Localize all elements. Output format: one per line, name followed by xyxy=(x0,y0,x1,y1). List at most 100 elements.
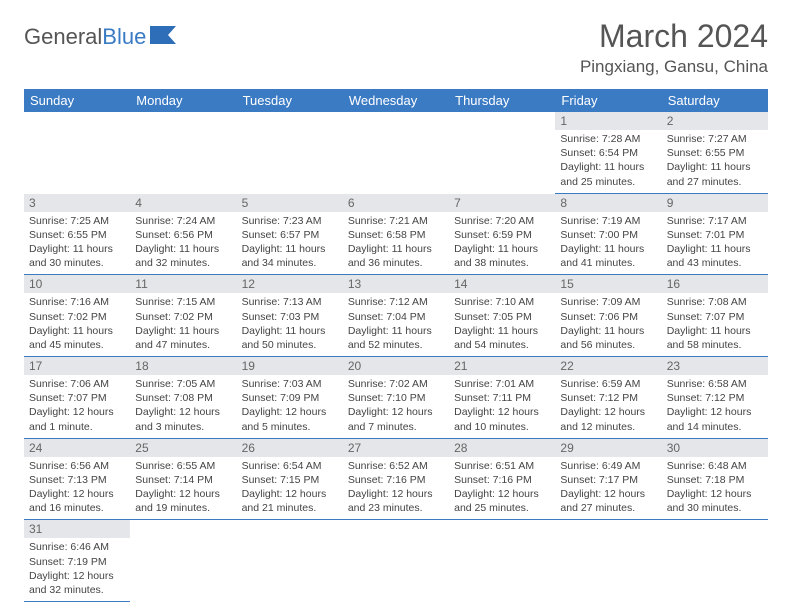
calendar-cell: 22Sunrise: 6:59 AMSunset: 7:12 PMDayligh… xyxy=(555,357,661,439)
calendar-cell xyxy=(449,520,555,602)
day-details: Sunrise: 6:52 AMSunset: 7:16 PMDaylight:… xyxy=(343,457,449,520)
calendar-cell: 4Sunrise: 7:24 AMSunset: 6:56 PMDaylight… xyxy=(130,194,236,276)
day-details: Sunrise: 7:28 AMSunset: 6:54 PMDaylight:… xyxy=(555,130,661,193)
calendar-row: 10Sunrise: 7:16 AMSunset: 7:02 PMDayligh… xyxy=(24,275,768,357)
daylight-text: Daylight: 12 hours and 23 minutes. xyxy=(348,487,444,515)
day-number: 9 xyxy=(662,194,768,212)
daylight-text: Daylight: 12 hours and 10 minutes. xyxy=(454,405,550,433)
sunset-text: Sunset: 7:01 PM xyxy=(667,228,763,242)
daylight-text: Daylight: 11 hours and 45 minutes. xyxy=(29,324,125,352)
calendar-row: 31Sunrise: 6:46 AMSunset: 7:19 PMDayligh… xyxy=(24,520,768,602)
calendar-cell: 3Sunrise: 7:25 AMSunset: 6:55 PMDaylight… xyxy=(24,194,130,276)
sunrise-text: Sunrise: 7:20 AM xyxy=(454,214,550,228)
calendar-cell: 20Sunrise: 7:02 AMSunset: 7:10 PMDayligh… xyxy=(343,357,449,439)
sunrise-text: Sunrise: 7:25 AM xyxy=(29,214,125,228)
day-details: Sunrise: 7:01 AMSunset: 7:11 PMDaylight:… xyxy=(449,375,555,438)
sunset-text: Sunset: 7:16 PM xyxy=(348,473,444,487)
daylight-text: Daylight: 11 hours and 36 minutes. xyxy=(348,242,444,270)
daylight-text: Daylight: 12 hours and 7 minutes. xyxy=(348,405,444,433)
calendar-cell xyxy=(130,112,236,194)
day-number: 3 xyxy=(24,194,130,212)
sunset-text: Sunset: 7:05 PM xyxy=(454,310,550,324)
sunrise-text: Sunrise: 7:28 AM xyxy=(560,132,656,146)
calendar-cell: 11Sunrise: 7:15 AMSunset: 7:02 PMDayligh… xyxy=(130,275,236,357)
day-details: Sunrise: 7:10 AMSunset: 7:05 PMDaylight:… xyxy=(449,293,555,356)
sunrise-text: Sunrise: 7:16 AM xyxy=(29,295,125,309)
day-details: Sunrise: 7:03 AMSunset: 7:09 PMDaylight:… xyxy=(237,375,343,438)
sunrise-text: Sunrise: 6:54 AM xyxy=(242,459,338,473)
calendar-cell: 1Sunrise: 7:28 AMSunset: 6:54 PMDaylight… xyxy=(555,112,661,194)
daylight-text: Daylight: 12 hours and 3 minutes. xyxy=(135,405,231,433)
day-details: Sunrise: 7:23 AMSunset: 6:57 PMDaylight:… xyxy=(237,212,343,275)
month-title: March 2024 xyxy=(580,18,768,55)
calendar-cell: 17Sunrise: 7:06 AMSunset: 7:07 PMDayligh… xyxy=(24,357,130,439)
sunrise-text: Sunrise: 7:23 AM xyxy=(242,214,338,228)
calendar-cell: 28Sunrise: 6:51 AMSunset: 7:16 PMDayligh… xyxy=(449,439,555,521)
day-number: 26 xyxy=(237,439,343,457)
calendar-cell xyxy=(555,520,661,602)
sunset-text: Sunset: 7:13 PM xyxy=(29,473,125,487)
day-details: Sunrise: 6:59 AMSunset: 7:12 PMDaylight:… xyxy=(555,375,661,438)
sunset-text: Sunset: 7:19 PM xyxy=(29,555,125,569)
day-number: 4 xyxy=(130,194,236,212)
day-details: Sunrise: 6:58 AMSunset: 7:12 PMDaylight:… xyxy=(662,375,768,438)
daylight-text: Daylight: 12 hours and 19 minutes. xyxy=(135,487,231,515)
day-cell: 10Sunrise: 7:16 AMSunset: 7:02 PMDayligh… xyxy=(24,275,130,357)
day-cell: 20Sunrise: 7:02 AMSunset: 7:10 PMDayligh… xyxy=(343,357,449,439)
day-number: 23 xyxy=(662,357,768,375)
daylight-text: Daylight: 12 hours and 27 minutes. xyxy=(560,487,656,515)
sunset-text: Sunset: 7:16 PM xyxy=(454,473,550,487)
day-cell: 16Sunrise: 7:08 AMSunset: 7:07 PMDayligh… xyxy=(662,275,768,357)
calendar-cell: 31Sunrise: 6:46 AMSunset: 7:19 PMDayligh… xyxy=(24,520,130,602)
sunrise-text: Sunrise: 7:21 AM xyxy=(348,214,444,228)
sunset-text: Sunset: 7:17 PM xyxy=(560,473,656,487)
day-details: Sunrise: 7:27 AMSunset: 6:55 PMDaylight:… xyxy=(662,130,768,193)
sunrise-text: Sunrise: 7:12 AM xyxy=(348,295,444,309)
daylight-text: Daylight: 11 hours and 43 minutes. xyxy=(667,242,763,270)
sunset-text: Sunset: 7:14 PM xyxy=(135,473,231,487)
day-details: Sunrise: 7:12 AMSunset: 7:04 PMDaylight:… xyxy=(343,293,449,356)
flag-icon xyxy=(150,24,176,50)
sunrise-text: Sunrise: 6:49 AM xyxy=(560,459,656,473)
sunset-text: Sunset: 7:07 PM xyxy=(29,391,125,405)
calendar-body: 1Sunrise: 7:28 AMSunset: 6:54 PMDaylight… xyxy=(24,112,768,602)
day-cell: 23Sunrise: 6:58 AMSunset: 7:12 PMDayligh… xyxy=(662,357,768,439)
day-number: 15 xyxy=(555,275,661,293)
daylight-text: Daylight: 12 hours and 30 minutes. xyxy=(667,487,763,515)
day-number: 30 xyxy=(662,439,768,457)
sunrise-text: Sunrise: 6:56 AM xyxy=(29,459,125,473)
day-details: Sunrise: 6:48 AMSunset: 7:18 PMDaylight:… xyxy=(662,457,768,520)
sunrise-text: Sunrise: 7:17 AM xyxy=(667,214,763,228)
calendar-cell xyxy=(343,520,449,602)
calendar-cell xyxy=(237,520,343,602)
day-details: Sunrise: 7:15 AMSunset: 7:02 PMDaylight:… xyxy=(130,293,236,356)
calendar-cell: 12Sunrise: 7:13 AMSunset: 7:03 PMDayligh… xyxy=(237,275,343,357)
daylight-text: Daylight: 11 hours and 58 minutes. xyxy=(667,324,763,352)
calendar-cell xyxy=(237,112,343,194)
sunset-text: Sunset: 7:09 PM xyxy=(242,391,338,405)
day-number: 22 xyxy=(555,357,661,375)
day-details: Sunrise: 7:19 AMSunset: 7:00 PMDaylight:… xyxy=(555,212,661,275)
day-details: Sunrise: 7:02 AMSunset: 7:10 PMDaylight:… xyxy=(343,375,449,438)
sunset-text: Sunset: 7:02 PM xyxy=(29,310,125,324)
day-number: 11 xyxy=(130,275,236,293)
day-number: 13 xyxy=(343,275,449,293)
daylight-text: Daylight: 11 hours and 41 minutes. xyxy=(560,242,656,270)
sunrise-text: Sunrise: 7:19 AM xyxy=(560,214,656,228)
calendar-cell: 10Sunrise: 7:16 AMSunset: 7:02 PMDayligh… xyxy=(24,275,130,357)
sunrise-text: Sunrise: 7:05 AM xyxy=(135,377,231,391)
daylight-text: Daylight: 12 hours and 32 minutes. xyxy=(29,569,125,597)
day-cell: 29Sunrise: 6:49 AMSunset: 7:17 PMDayligh… xyxy=(555,439,661,521)
sunset-text: Sunset: 7:02 PM xyxy=(135,310,231,324)
day-cell: 18Sunrise: 7:05 AMSunset: 7:08 PMDayligh… xyxy=(130,357,236,439)
day-cell: 11Sunrise: 7:15 AMSunset: 7:02 PMDayligh… xyxy=(130,275,236,357)
title-block: March 2024 Pingxiang, Gansu, China xyxy=(580,18,768,77)
day-cell: 24Sunrise: 6:56 AMSunset: 7:13 PMDayligh… xyxy=(24,439,130,521)
sunset-text: Sunset: 6:57 PM xyxy=(242,228,338,242)
sunrise-text: Sunrise: 6:46 AM xyxy=(29,540,125,554)
day-cell: 14Sunrise: 7:10 AMSunset: 7:05 PMDayligh… xyxy=(449,275,555,357)
logo-text-2: Blue xyxy=(102,24,146,50)
day-details: Sunrise: 6:46 AMSunset: 7:19 PMDaylight:… xyxy=(24,538,130,601)
sunset-text: Sunset: 7:07 PM xyxy=(667,310,763,324)
sunset-text: Sunset: 7:18 PM xyxy=(667,473,763,487)
